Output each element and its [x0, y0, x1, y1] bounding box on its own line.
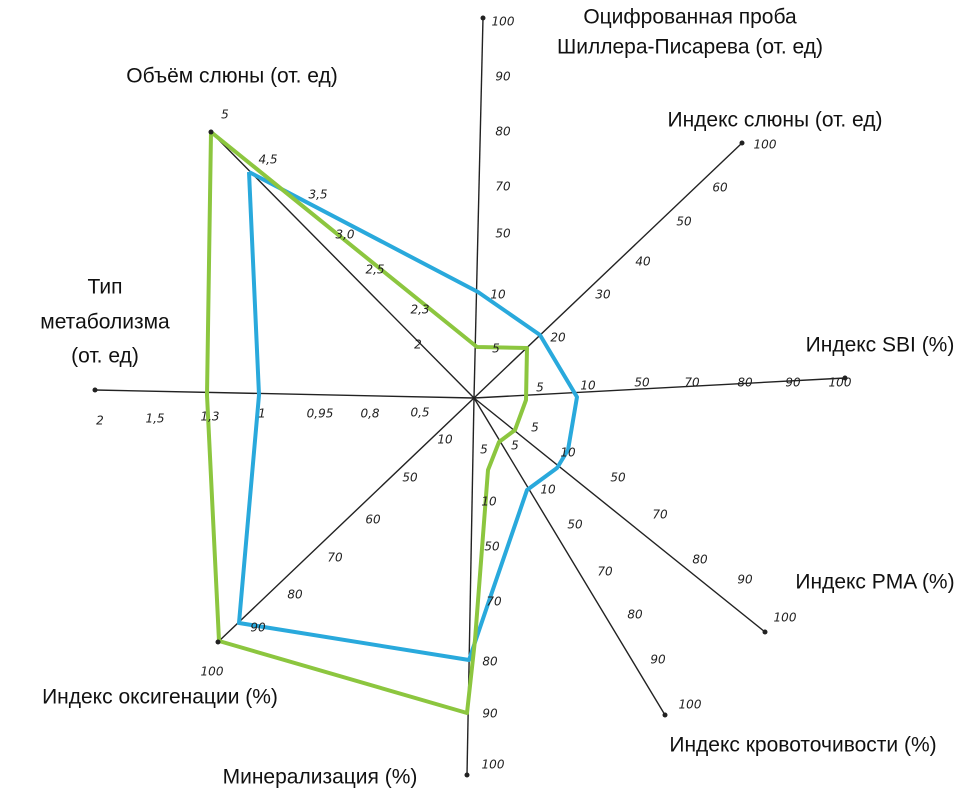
axis-end: [762, 629, 768, 635]
axis-end: [480, 15, 486, 21]
axis-line: [473, 397, 766, 633]
axis-end: [662, 712, 668, 718]
axis-end: [842, 375, 848, 381]
axis-title: Минерализация (%): [223, 766, 418, 789]
tick-label: 2: [414, 338, 422, 352]
tick-label: 90: [737, 573, 753, 587]
tick-label: 1,5: [145, 412, 164, 426]
tick-label: 50: [676, 215, 692, 229]
tick-label: 90: [495, 70, 511, 84]
tick-label: 5: [221, 108, 229, 122]
axis-title: Индекс слюны (от. ед): [667, 109, 882, 132]
tick-label: 80: [627, 608, 643, 622]
tick-label: 50: [402, 471, 418, 485]
axis-title: Тип: [87, 276, 122, 299]
tick-label: 100: [492, 15, 515, 29]
tick-label: 10: [490, 288, 506, 302]
axis-title: Объём слюны (от. ед): [126, 65, 337, 88]
tick-label: 0,5: [410, 406, 429, 420]
tick-label: 50: [634, 376, 650, 390]
tick-label: 10: [481, 495, 497, 509]
axis-title: Индекс SBI (%): [806, 334, 955, 357]
tick-label: 80: [692, 553, 708, 567]
tick-label: 5: [531, 421, 539, 435]
tick-label: 80: [495, 125, 511, 139]
tick-label: 70: [327, 551, 343, 565]
tick-label: 20: [550, 331, 566, 345]
axis-end: [464, 772, 470, 778]
tick-label: 3,0: [335, 228, 354, 242]
tick-label: 5: [492, 342, 500, 356]
tick-label: 70: [486, 595, 502, 609]
axis-title: Оцифрованная проба: [583, 6, 797, 29]
tick-label: 100: [201, 665, 224, 679]
tick-label: 100: [774, 611, 797, 625]
tick-label: 30: [595, 288, 611, 302]
tick-label: 70: [684, 376, 700, 390]
tick-label: 100: [829, 376, 852, 390]
tick-label: 100: [679, 698, 702, 712]
tick-label: 90: [482, 707, 498, 721]
tick-label: 4,5: [258, 153, 277, 167]
tick-label: 90: [250, 621, 266, 635]
axis-title: Индекс кровоточивости (%): [669, 734, 936, 757]
tick-label: 5: [511, 439, 519, 453]
axis-line: [473, 377, 846, 399]
tick-label: 60: [365, 513, 381, 527]
axis-title: Шиллера-Писарева (от. ед): [557, 36, 823, 59]
tick-label: 1: [258, 407, 266, 421]
axis-line: [473, 17, 484, 399]
tick-label: 70: [597, 565, 613, 579]
tick-label: 10: [437, 433, 453, 447]
axis-title: Индекс оксигенации (%): [42, 686, 278, 709]
axis-title: (от. ед): [71, 345, 139, 368]
tick-label: 80: [287, 588, 303, 602]
tick-label: 10: [540, 483, 556, 497]
tick-label: 2,3: [410, 303, 429, 317]
tick-label: 50: [495, 227, 511, 241]
tick-label: 90: [785, 376, 801, 390]
tick-label: 90: [650, 653, 666, 667]
axis-end: [92, 387, 98, 393]
tick-label: 0,95: [307, 407, 334, 421]
axis-title: метаболизма: [40, 311, 170, 334]
axis-line: [94, 389, 475, 399]
tick-label: 1,3: [200, 410, 219, 424]
green-profile: [205, 130, 529, 715]
axis-line: [217, 397, 475, 643]
axis-title: Индекс PMA (%): [795, 571, 954, 594]
tick-label: 40: [635, 255, 651, 269]
axis-line: [466, 397, 475, 776]
tick-label: 0,8: [360, 407, 379, 421]
tick-label: 3,5: [308, 188, 327, 202]
tick-label: 5: [480, 443, 488, 457]
tick-label: 50: [484, 540, 500, 554]
tick-label: 10: [560, 446, 576, 460]
axis-end: [739, 140, 745, 146]
tick-label: 10: [580, 379, 596, 393]
blue-profile: [237, 170, 579, 662]
tick-label: 2,5: [365, 263, 384, 277]
tick-label: 80: [482, 655, 498, 669]
tick-label: 100: [482, 758, 505, 772]
tick-label: 70: [495, 180, 511, 194]
tick-label: 70: [652, 508, 668, 522]
axis-end: [215, 639, 221, 645]
tick-label: 50: [567, 518, 583, 532]
tick-label: 2: [96, 414, 104, 428]
axis-end: [208, 129, 214, 135]
tick-label: 5: [536, 381, 544, 395]
axis-line: [473, 397, 666, 716]
tick-label: 80: [737, 376, 753, 390]
tick-label: 60: [712, 181, 728, 195]
tick-label: 100: [754, 138, 777, 152]
axis-line: [473, 142, 743, 399]
tick-label: 50: [610, 471, 626, 485]
